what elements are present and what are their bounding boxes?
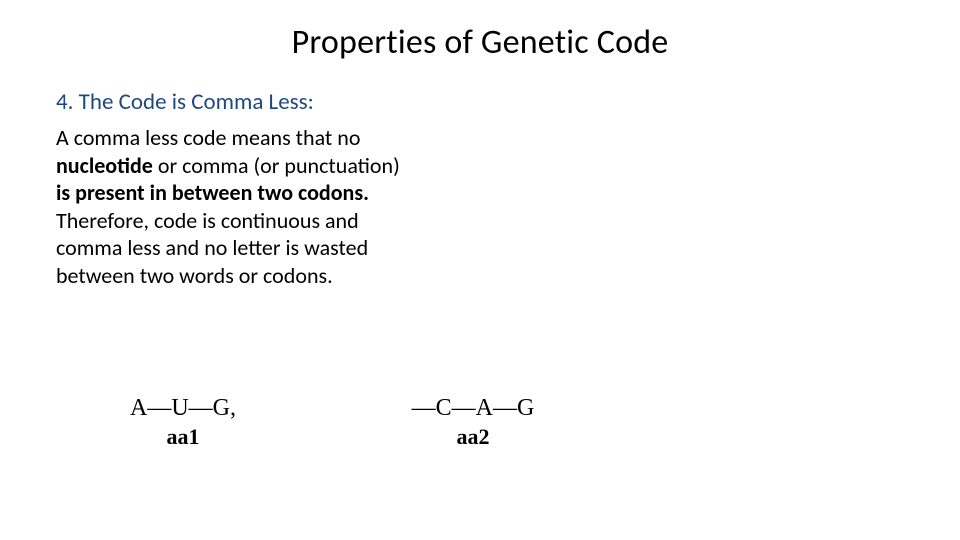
codon-group-2: —C—A—G aa2 bbox=[398, 395, 548, 450]
codon-1-label: aa1 bbox=[118, 424, 248, 450]
para-text-1: A comma less code means that no bbox=[56, 124, 360, 151]
para-bold-1: nucleotide bbox=[56, 152, 153, 179]
page-title: Properties of Genetic Code bbox=[0, 22, 960, 63]
codon-2-bases: —C—A—G bbox=[398, 395, 548, 422]
para-text-3: Therefore, code is continuous and comma … bbox=[56, 207, 368, 289]
codon-2-label: aa2 bbox=[398, 424, 548, 450]
codon-group-1: A—U—G, aa1 bbox=[118, 395, 248, 450]
section-subheading: 4. The Code is Comma Less: bbox=[56, 88, 314, 116]
para-text-2: or comma (or punctuation) bbox=[153, 152, 400, 179]
codon-1-bases: A—U—G, bbox=[118, 395, 248, 422]
body-paragraph: A comma less code means that no nucleoti… bbox=[56, 124, 416, 289]
para-bold-2: is present in between two codons. bbox=[56, 179, 369, 206]
codon-diagram: A—U—G, aa1 —C—A—G aa2 bbox=[118, 395, 878, 485]
